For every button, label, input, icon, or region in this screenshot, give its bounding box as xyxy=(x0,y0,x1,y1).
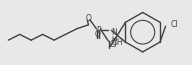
Text: O: O xyxy=(85,14,91,23)
Text: H: H xyxy=(111,36,117,42)
Text: O: O xyxy=(95,30,101,39)
Text: OH: OH xyxy=(111,38,123,47)
Text: Cl: Cl xyxy=(170,20,178,29)
Text: P: P xyxy=(97,26,101,35)
Text: Cl: Cl xyxy=(109,40,117,49)
Text: N: N xyxy=(111,28,117,37)
